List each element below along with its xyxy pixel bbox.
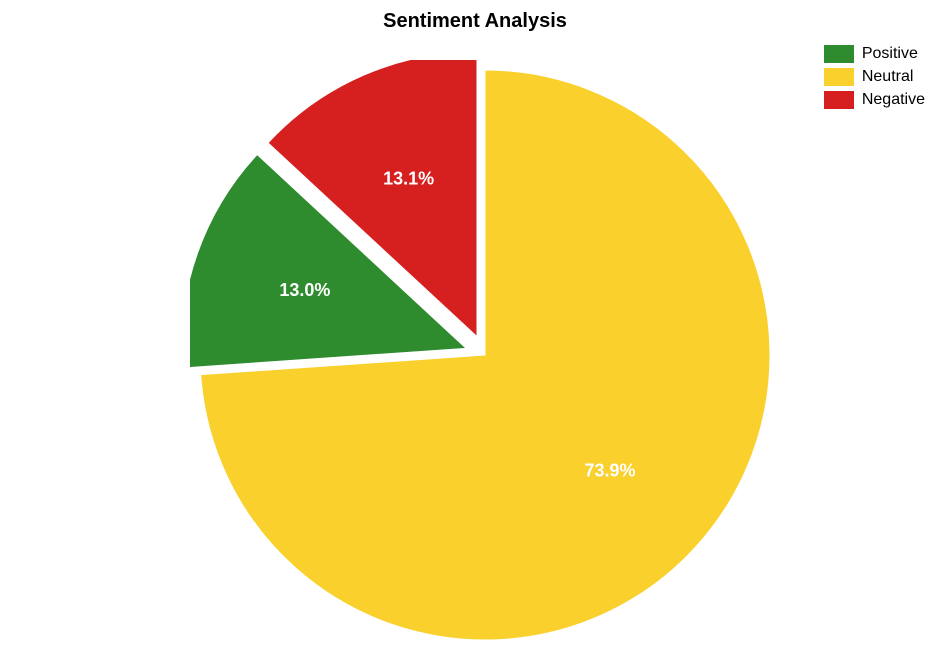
slice-label-neutral: 73.9%	[584, 460, 635, 480]
slice-label-positive: 13.0%	[279, 280, 330, 300]
legend-label-positive: Positive	[862, 45, 918, 63]
chart-container: Sentiment Analysis 73.9% 13.0% 13.1% Posit…	[0, 0, 950, 662]
legend-swatch-negative	[824, 91, 854, 109]
legend-item-neutral: Neutral	[824, 68, 925, 86]
legend-item-positive: Positive	[824, 45, 925, 63]
legend-label-negative: Negative	[862, 91, 925, 109]
slice-label-negative: 13.1%	[383, 169, 434, 189]
chart-title: Sentiment Analysis	[0, 10, 950, 33]
legend-swatch-neutral	[824, 68, 854, 86]
legend: Positive Neutral Negative	[824, 45, 925, 114]
legend-swatch-positive	[824, 45, 854, 63]
legend-item-negative: Negative	[824, 91, 925, 109]
pie-chart: 73.9% 13.0% 13.1%	[190, 60, 780, 650]
legend-label-neutral: Neutral	[862, 68, 914, 86]
